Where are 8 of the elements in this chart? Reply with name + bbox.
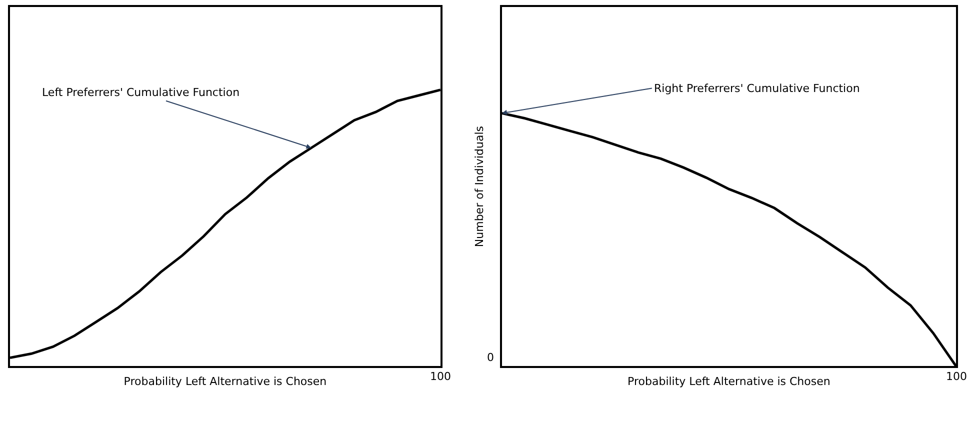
text: 100: [946, 370, 967, 383]
x-axis-title: Probability Left Alternative is Chosen: [124, 374, 327, 388]
y-axis-title: Number of Individuals: [473, 126, 486, 248]
text: Right Preferrers' Cumulative Function: [654, 82, 860, 95]
x-axis-title: Probability Left Alternative is Chosen: [628, 374, 830, 388]
text: 100: [430, 370, 451, 383]
text: 0: [487, 351, 494, 364]
annotation: Left Preferrers' Cumulative Function: [42, 86, 240, 99]
